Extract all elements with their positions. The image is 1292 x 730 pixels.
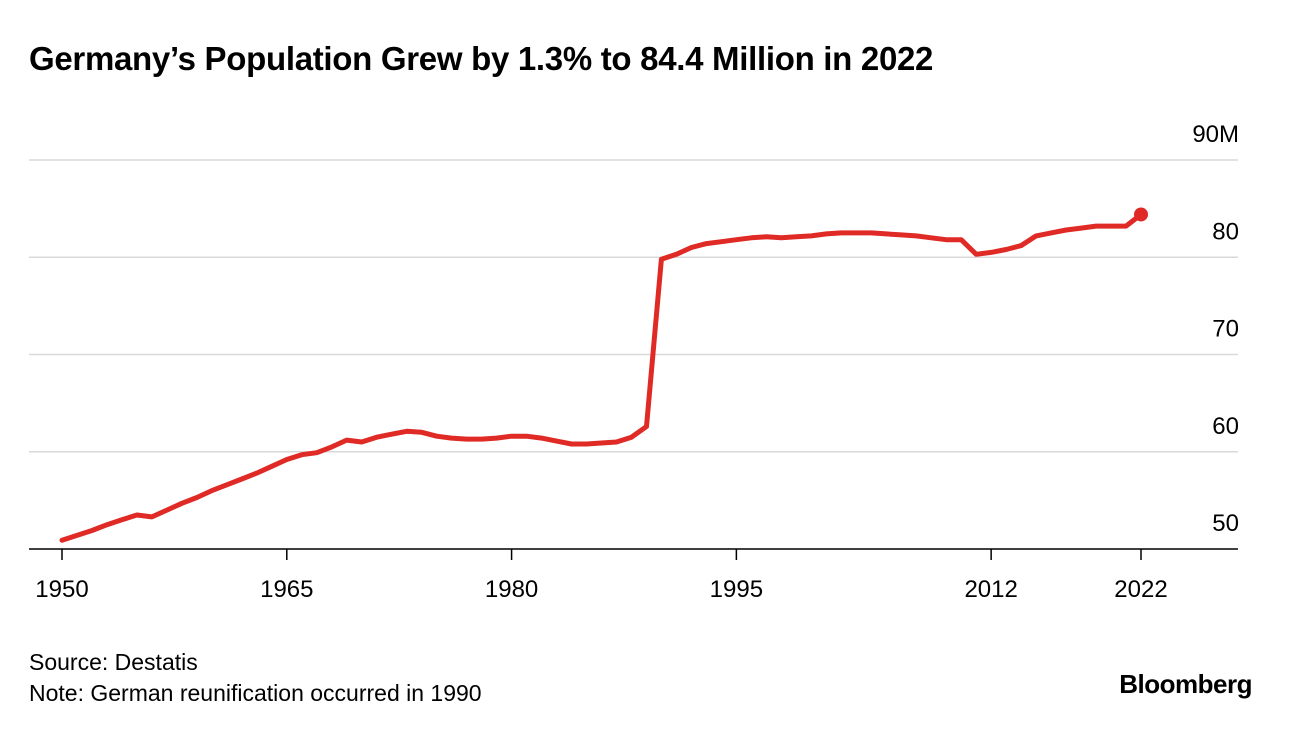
series-line-population bbox=[59, 212, 1144, 543]
gridlines bbox=[29, 159, 1238, 550]
chart-title: Germany’s Population Grew by 1.3% to 84.… bbox=[29, 40, 934, 77]
x-axis: 1950 1965 1980 1995 2012 2022 bbox=[35, 549, 1168, 603]
x-tick-label-1980: 1980 bbox=[485, 576, 538, 603]
y-tick-label-60: 60 bbox=[1212, 413, 1239, 440]
y-tick-label-70: 70 bbox=[1212, 316, 1239, 343]
y-axis-tick-labels: 50 60 70 80 90M bbox=[1192, 121, 1239, 537]
source-note: Source: Destatis bbox=[29, 649, 198, 675]
x-tick-label-2022: 2022 bbox=[1114, 576, 1167, 603]
line-chart: 50 60 70 80 90M 1950 1965 1980 1995 2012 2022 bbox=[29, 121, 1239, 603]
y-tick-label-80: 80 bbox=[1212, 218, 1239, 245]
series-group bbox=[59, 207, 1148, 543]
endpoint-marker-2022 bbox=[1134, 207, 1148, 222]
x-tick-label-1995: 1995 bbox=[710, 576, 763, 603]
x-tick-label-1950: 1950 bbox=[35, 576, 88, 603]
chart-footer: Source: Destatis Note: German reunificat… bbox=[29, 647, 482, 709]
footnote: Note: German reunification occurred in 1… bbox=[29, 680, 482, 706]
y-tick-label-90: 90M bbox=[1192, 121, 1239, 148]
x-tick-label-1965: 1965 bbox=[260, 576, 313, 603]
x-tick-label-2012: 2012 bbox=[964, 576, 1017, 603]
y-tick-label-50: 50 bbox=[1212, 510, 1239, 537]
bloomberg-logo: Bloomberg bbox=[1119, 669, 1252, 699]
